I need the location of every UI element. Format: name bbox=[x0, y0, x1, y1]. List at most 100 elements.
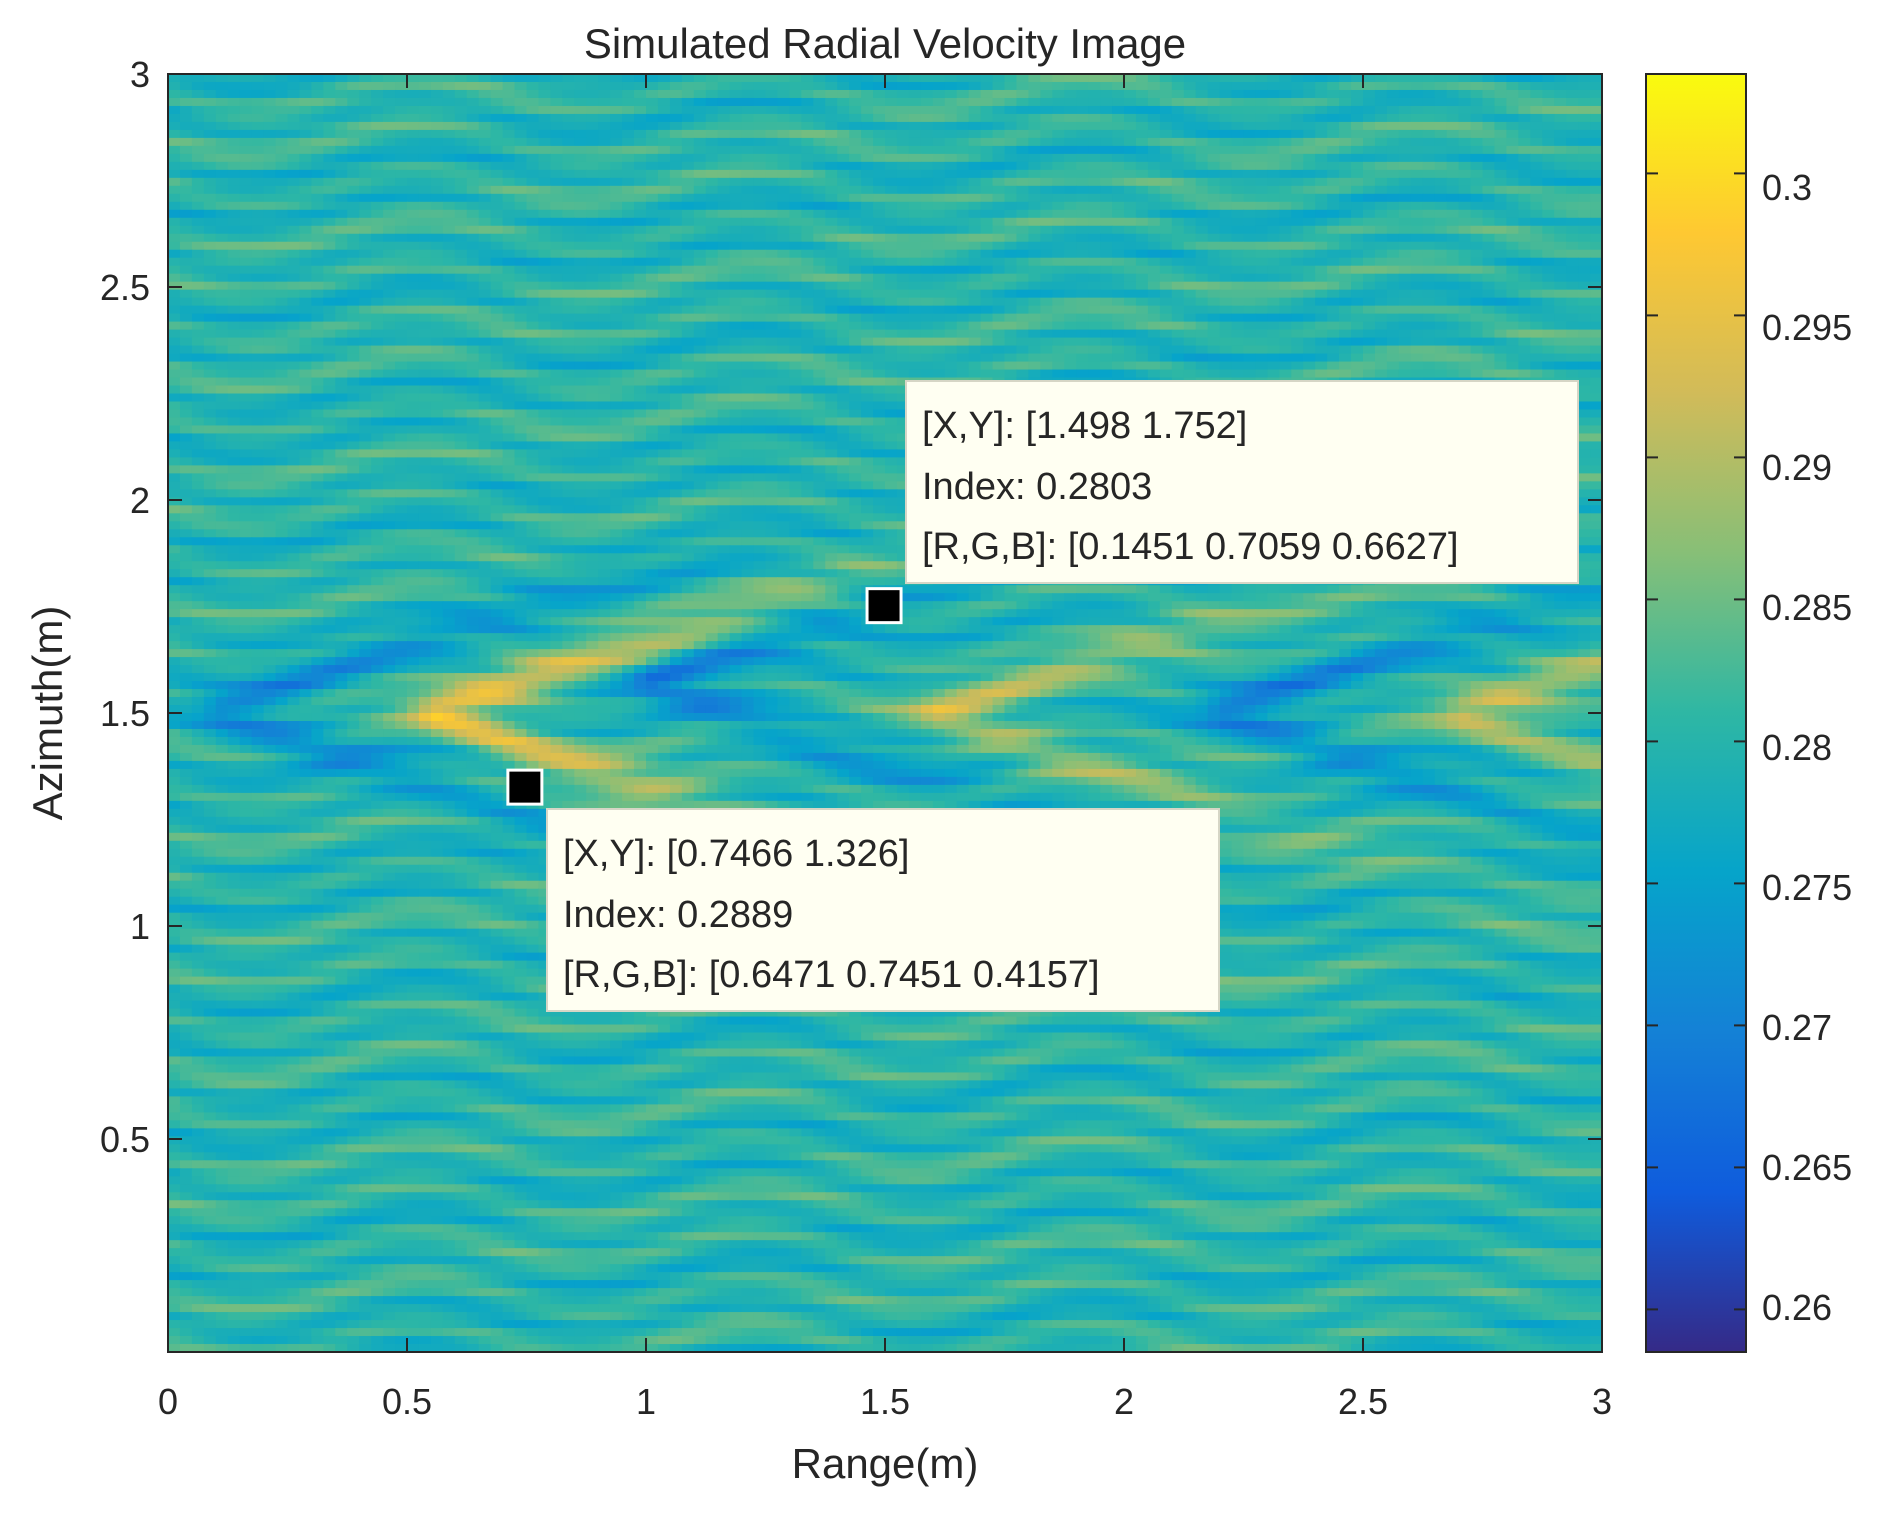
heatmap-cell bbox=[1398, 297, 1412, 307]
heatmap-cell bbox=[442, 105, 456, 115]
heatmap-cell bbox=[1351, 257, 1364, 267]
heatmap-cell bbox=[1386, 337, 1400, 347]
heatmap-cell bbox=[861, 249, 874, 259]
heatmap-cell bbox=[622, 169, 635, 179]
heatmap-cell bbox=[1028, 281, 1041, 291]
heatmap-cell bbox=[741, 329, 755, 339]
heatmap-cell bbox=[1374, 361, 1388, 371]
heatmap-cell bbox=[849, 401, 862, 411]
heatmap-cell bbox=[1530, 137, 1543, 147]
heatmap-cell bbox=[430, 257, 444, 267]
heatmap-cell bbox=[1147, 265, 1161, 275]
heatmap-cell bbox=[956, 113, 970, 123]
heatmap-cell bbox=[1398, 217, 1412, 227]
heatmap-cell bbox=[1386, 305, 1400, 315]
heatmap-cell bbox=[849, 369, 862, 379]
heatmap-cell bbox=[1135, 305, 1149, 315]
heatmap-cell bbox=[1052, 177, 1065, 187]
heatmap-cell bbox=[992, 137, 1006, 147]
heatmap-cell bbox=[490, 281, 504, 291]
heatmap-cell bbox=[526, 113, 540, 123]
heatmap-cell bbox=[168, 97, 181, 107]
heatmap-cell bbox=[1327, 201, 1340, 211]
heatmap-cell bbox=[920, 337, 934, 347]
heatmap-cell bbox=[669, 89, 683, 99]
heatmap-cell bbox=[657, 329, 671, 339]
heatmap-cell bbox=[646, 249, 659, 259]
heatmap-cell bbox=[1422, 225, 1436, 235]
heatmap-cell bbox=[442, 217, 456, 227]
heatmap-cell bbox=[693, 305, 707, 315]
heatmap-cell bbox=[1112, 273, 1125, 283]
heatmap-cell bbox=[454, 121, 468, 131]
heatmap-cell bbox=[574, 137, 587, 147]
heatmap-cell bbox=[1339, 265, 1352, 275]
heatmap-cell bbox=[920, 305, 934, 315]
heatmap-cell bbox=[956, 257, 970, 267]
heatmap-cell bbox=[466, 305, 480, 315]
heatmap-cell bbox=[669, 393, 683, 403]
heatmap-cell bbox=[920, 241, 934, 251]
heatmap-cell bbox=[1386, 97, 1400, 107]
heatmap-cell bbox=[1482, 337, 1496, 347]
heatmap-cell bbox=[837, 305, 850, 315]
heatmap-cell bbox=[1363, 153, 1376, 163]
heatmap-cell bbox=[1446, 313, 1460, 323]
heatmap-cell bbox=[1255, 161, 1268, 171]
heatmap-cell bbox=[287, 249, 301, 259]
heatmap-cell bbox=[753, 74, 767, 83]
heatmap-cell bbox=[1064, 345, 1077, 355]
heatmap-cell bbox=[1386, 209, 1400, 219]
heatmap-cell bbox=[323, 313, 336, 323]
heatmap-cell bbox=[1566, 105, 1579, 115]
heatmap-cell bbox=[287, 185, 301, 195]
heatmap-cell bbox=[789, 257, 802, 267]
heatmap-cell bbox=[789, 353, 802, 363]
heatmap-cell bbox=[1363, 313, 1376, 323]
heatmap-cell bbox=[478, 161, 492, 171]
heatmap-cell bbox=[1351, 185, 1364, 195]
heatmap-cell bbox=[693, 257, 707, 267]
heatmap-cell bbox=[1100, 353, 1113, 363]
heatmap-cell bbox=[705, 153, 719, 163]
heatmap-cell bbox=[1554, 81, 1567, 91]
heatmap-cell bbox=[191, 241, 205, 251]
heatmap-cell bbox=[873, 337, 886, 347]
heatmap-cell bbox=[1064, 97, 1077, 107]
heatmap-cell bbox=[669, 385, 683, 395]
heatmap-cell bbox=[347, 169, 360, 179]
heatmap-cell bbox=[1159, 337, 1173, 347]
heatmap-cell bbox=[885, 265, 898, 275]
heatmap-cell bbox=[1207, 241, 1221, 251]
heatmap-cell bbox=[454, 257, 468, 267]
heatmap-cell bbox=[1291, 329, 1304, 339]
heatmap-cell bbox=[1506, 81, 1519, 91]
heatmap-cell bbox=[622, 97, 635, 107]
heatmap-cell bbox=[932, 177, 946, 187]
heatmap-cell bbox=[407, 297, 420, 307]
heatmap-cell bbox=[1147, 313, 1161, 323]
heatmap-cell bbox=[908, 169, 922, 179]
heatmap-cell bbox=[227, 401, 241, 411]
heatmap-cell bbox=[263, 377, 277, 387]
heatmap-cell bbox=[956, 297, 970, 307]
heatmap-cell bbox=[299, 297, 312, 307]
heatmap-cell bbox=[203, 121, 217, 131]
heatmap-cell bbox=[873, 177, 886, 187]
heatmap-cell bbox=[514, 257, 528, 267]
heatmap-cell bbox=[1135, 225, 1149, 235]
heatmap-cell bbox=[1554, 217, 1567, 227]
heatmap-cell bbox=[669, 145, 683, 155]
heatmap-cell bbox=[1004, 321, 1018, 331]
heatmap-cell bbox=[1088, 81, 1101, 91]
heatmap-cell bbox=[1339, 113, 1352, 123]
heatmap-cell bbox=[1028, 89, 1041, 99]
heatmap-cell bbox=[1506, 329, 1519, 339]
heatmap-cell bbox=[1554, 353, 1567, 363]
heatmap-cell bbox=[1004, 345, 1018, 355]
heatmap-cell bbox=[203, 329, 217, 339]
heatmap-cell bbox=[944, 153, 958, 163]
heatmap-cell bbox=[550, 353, 563, 363]
heatmap-cell bbox=[1578, 137, 1591, 147]
heatmap-cell bbox=[299, 313, 312, 323]
